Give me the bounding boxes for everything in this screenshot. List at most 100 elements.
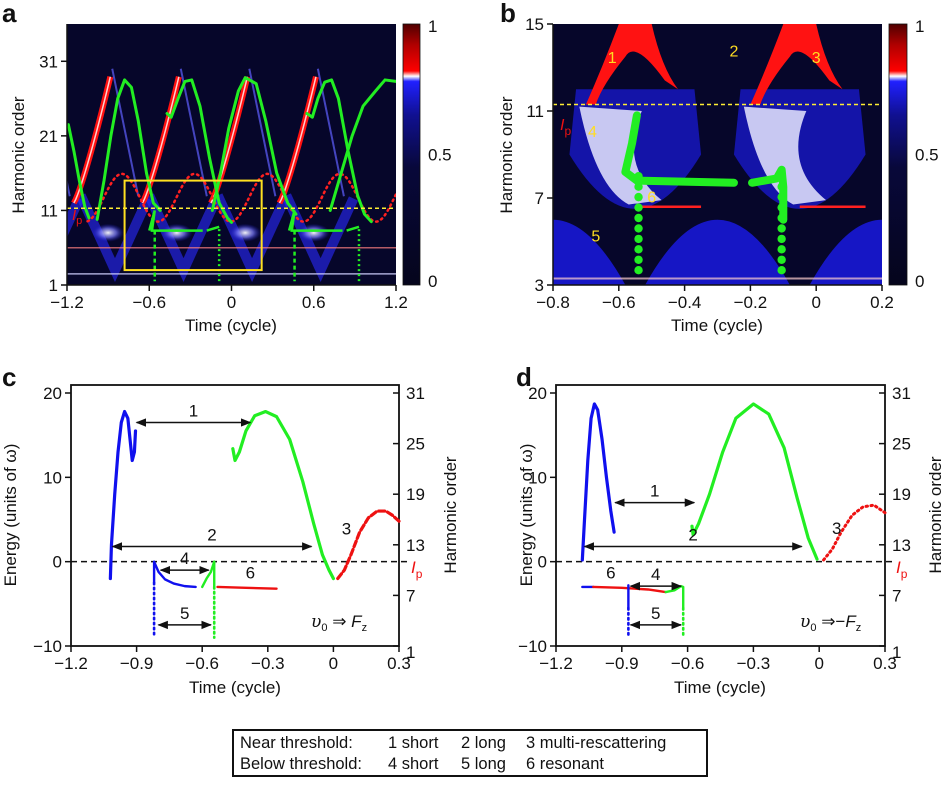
y-tick-label: 3 [535, 276, 544, 295]
x-tick-label: −1.2 [50, 293, 84, 312]
panel-b-xlabel: Time (cycle) [671, 316, 763, 335]
curve-label: 3 [342, 520, 351, 539]
heatmap-white-region [743, 106, 827, 205]
heatmap-band [76, 193, 153, 283]
arrow-label: 1 [650, 482, 659, 501]
curve-label: 3 [832, 519, 841, 538]
trajectory-dot [634, 266, 643, 275]
return-energy-curve [67, 123, 91, 220]
x-tick-label: −1.2 [54, 654, 88, 673]
x-tick-label: −0.6 [602, 293, 636, 312]
arrow-label: 2 [207, 525, 216, 544]
x-tick-label: −0.6 [185, 654, 219, 673]
series-multi-rescattering-red-dotted- [822, 503, 887, 562]
heatmap-branch [0, 69, 1, 197]
panel-c-xlabel: Time (cycle) [189, 678, 281, 697]
legend-item: 4 short [388, 755, 439, 773]
x-tick-label: 0 [811, 293, 820, 312]
panel-a-xlabel: Time (cycle) [185, 316, 277, 335]
trajectory-dot [777, 234, 786, 244]
right-y-tick-label: 19 [892, 485, 911, 504]
region-label: 5 [591, 229, 600, 246]
legend-item: 6 resonant [526, 755, 604, 773]
region-label: 6 [647, 189, 656, 206]
right-y-tick-label: 13 [892, 536, 911, 555]
colorbar-tick-label: 1 [428, 17, 437, 36]
return-energy-curve [210, 76, 298, 216]
trajectory-dot [777, 213, 786, 223]
series-return-green- [690, 402, 819, 561]
trajectory-dot [777, 172, 786, 181]
y-tick-label: 10 [43, 468, 62, 487]
below-threshold-curve [148, 210, 203, 232]
panel-a-ip-label: Ip [72, 207, 82, 227]
heatmap [553, 24, 882, 285]
curve-label: 6 [606, 564, 615, 583]
x-tick-label: 0 [329, 654, 338, 673]
right-y-tick-label: 25 [892, 435, 911, 454]
panel-d-ylabel: Energy (units of ω) [517, 444, 536, 587]
panel-b: 1 2 3 4 5 6 −0.8 −0.6 −0.4 −0.2 0 0.2 3 7 11 15 0 0.5 1 [525, 15, 939, 312]
trajectory-dot [634, 245, 643, 254]
panel-d-ylabel-right: Harmonic order [926, 456, 945, 573]
curve-label: 6 [246, 564, 255, 583]
trajectory-dot [777, 224, 786, 233]
colorbar-tick-label: 0.5 [428, 146, 452, 165]
heatmap-glow [92, 223, 125, 242]
heatmap-band [553, 219, 626, 285]
x-tick-label: 0.3 [873, 654, 897, 673]
y-tick-label: 10 [528, 468, 547, 487]
y-tick-label: 20 [528, 384, 547, 403]
trajectory-dot [777, 245, 786, 254]
legend-row-near: Near threshold: 1 short 2 long 3 multi-resc… [240, 733, 700, 754]
series-return-green- [231, 409, 335, 581]
trajectory-dot [634, 182, 643, 191]
right-y-tick-label: 1 [406, 643, 415, 662]
return-energy-curve [95, 78, 162, 221]
zoom-region-box [123, 179, 263, 272]
heatmap-band [67, 196, 84, 238]
trajectory-dot [634, 213, 643, 223]
trajectory-dot [777, 255, 786, 264]
trajectory-dot [634, 203, 643, 212]
below-threshold-curve [287, 210, 343, 232]
series-ionization-blue- [108, 409, 138, 581]
heatmap-branch [179, 68, 208, 197]
heatmap [0, 24, 396, 285]
series-resonant-red- [216, 585, 278, 590]
colorbar-tick-label: 0 [915, 272, 924, 291]
heatmap-band [809, 219, 882, 285]
plot-frame [555, 384, 886, 647]
legend-category: Near threshold: [240, 734, 353, 752]
panel-d: −1.2 −0.9 −0.6 −0.3 0 0.3−1001020171319253112… [518, 384, 911, 673]
x-tick-label: 0 [227, 293, 236, 312]
colorbar-tick-label: 0 [428, 272, 437, 291]
region-label: 3 [812, 50, 821, 67]
heatmap-background [67, 24, 396, 285]
trajectory-dot [777, 182, 786, 191]
colorbar-tick-label: 0.5 [915, 146, 939, 165]
panel-a-ylabel: Harmonic order [9, 96, 28, 213]
below-threshold-trajectory [621, 111, 738, 187]
panel-d-ip-label: Ip [896, 558, 908, 581]
x-tick-label: −0.4 [668, 293, 702, 312]
right-y-tick-label: 31 [406, 384, 425, 403]
return-energy-curve [305, 78, 373, 224]
x-tick-label: 0.2 [870, 293, 894, 312]
right-y-tick-label: 7 [406, 586, 415, 605]
y-tick-label: 7 [535, 189, 544, 208]
arrow-label: 4 [180, 549, 189, 568]
right-y-tick-label: 19 [406, 485, 425, 504]
right-y-tick-label: 13 [406, 536, 425, 555]
heatmap-glow [24, 224, 56, 242]
x-tick-label: 0.6 [302, 293, 326, 312]
legend-row-below: Below threshold: 4 short 5 long 6 resonant [240, 754, 700, 775]
trajectory-dot [634, 224, 643, 233]
x-tick-label: −0.6 [671, 654, 705, 673]
colorbar-tick-label: 1 [915, 17, 924, 36]
x-tick-label: −0.8 [536, 293, 570, 312]
heatmap-glow [229, 223, 262, 242]
x-tick-label: −0.2 [734, 293, 768, 312]
legend-category: Below threshold: [240, 755, 362, 773]
